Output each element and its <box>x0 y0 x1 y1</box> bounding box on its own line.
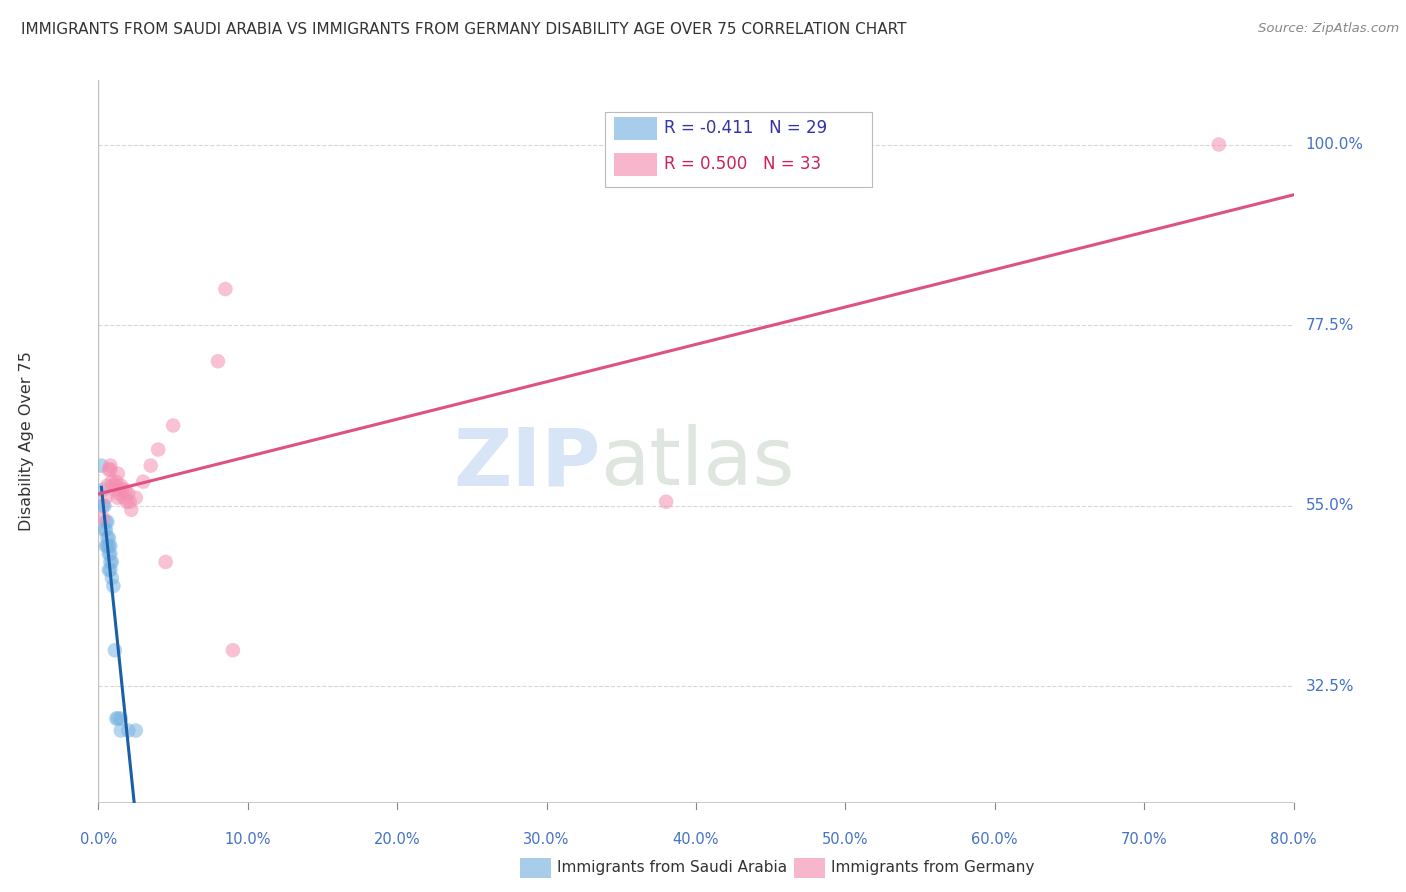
Text: 40.0%: 40.0% <box>672 831 720 847</box>
Text: 60.0%: 60.0% <box>972 831 1018 847</box>
Text: Immigrants from Germany: Immigrants from Germany <box>831 861 1035 875</box>
Point <box>222 643 245 657</box>
Point <box>93 523 115 537</box>
Point <box>103 479 125 493</box>
Point <box>104 483 127 497</box>
Point <box>97 463 120 477</box>
Point <box>94 491 117 505</box>
Point <box>1208 137 1230 152</box>
Point <box>155 555 177 569</box>
Point <box>112 491 135 505</box>
Text: Disability Age Over 75: Disability Age Over 75 <box>20 351 34 532</box>
Point <box>96 515 118 529</box>
Text: 32.5%: 32.5% <box>1306 679 1354 694</box>
Point <box>103 579 125 593</box>
Point <box>132 475 155 489</box>
Point <box>107 712 129 726</box>
Point <box>93 499 115 513</box>
Text: 55.0%: 55.0% <box>1306 499 1354 513</box>
Point <box>101 571 124 585</box>
Text: Immigrants from Saudi Arabia: Immigrants from Saudi Arabia <box>557 861 787 875</box>
Text: 10.0%: 10.0% <box>225 831 271 847</box>
Text: Source: ZipAtlas.com: Source: ZipAtlas.com <box>1258 22 1399 36</box>
Point <box>98 555 122 569</box>
Point <box>108 487 131 501</box>
Point <box>162 418 184 433</box>
Point <box>96 531 118 545</box>
Point <box>98 539 122 553</box>
Point <box>101 475 124 489</box>
Point <box>120 503 142 517</box>
Point <box>94 523 117 537</box>
Point <box>105 479 128 493</box>
Point <box>110 479 132 493</box>
Point <box>111 483 134 497</box>
Point <box>96 479 118 493</box>
Point <box>104 643 127 657</box>
Text: 20.0%: 20.0% <box>374 831 420 847</box>
Text: 50.0%: 50.0% <box>823 831 869 847</box>
Point <box>117 723 139 738</box>
Point <box>98 463 122 477</box>
Point <box>96 539 118 553</box>
Point <box>98 563 122 577</box>
Point <box>91 510 114 524</box>
Point <box>148 442 170 457</box>
Text: R = 0.500   N = 33: R = 0.500 N = 33 <box>664 155 821 173</box>
Text: 100.0%: 100.0% <box>1306 137 1364 152</box>
Text: 77.5%: 77.5% <box>1306 318 1354 333</box>
Point <box>90 458 112 473</box>
Text: 30.0%: 30.0% <box>523 831 569 847</box>
Point <box>125 723 148 738</box>
Point <box>107 467 129 481</box>
Text: IMMIGRANTS FROM SAUDI ARABIA VS IMMIGRANTS FROM GERMANY DISABILITY AGE OVER 75 C: IMMIGRANTS FROM SAUDI ARABIA VS IMMIGRAN… <box>21 22 907 37</box>
Point <box>107 491 129 505</box>
Text: 80.0%: 80.0% <box>1270 831 1317 847</box>
Text: ZIP: ZIP <box>453 425 600 502</box>
Point <box>114 483 136 497</box>
Point <box>105 712 128 726</box>
Point <box>214 282 236 296</box>
Point <box>101 555 124 569</box>
Point <box>118 494 141 508</box>
Point <box>97 531 120 545</box>
Point <box>125 491 148 505</box>
Text: atlas: atlas <box>600 425 794 502</box>
Point <box>97 547 120 561</box>
Point <box>91 483 114 497</box>
Point <box>97 539 120 553</box>
Point <box>115 494 138 508</box>
Point <box>98 458 122 473</box>
Text: 0.0%: 0.0% <box>80 831 117 847</box>
Point <box>110 712 132 726</box>
Point <box>117 487 139 501</box>
Text: 70.0%: 70.0% <box>1121 831 1167 847</box>
Point <box>91 499 114 513</box>
Point <box>105 475 128 489</box>
Point <box>98 547 122 561</box>
Point <box>97 563 120 577</box>
Point <box>94 539 117 553</box>
Point <box>655 494 678 508</box>
Text: R = -0.411   N = 29: R = -0.411 N = 29 <box>664 120 827 137</box>
Point <box>139 458 162 473</box>
Point <box>94 515 117 529</box>
Point <box>207 354 229 368</box>
Point <box>110 723 132 738</box>
